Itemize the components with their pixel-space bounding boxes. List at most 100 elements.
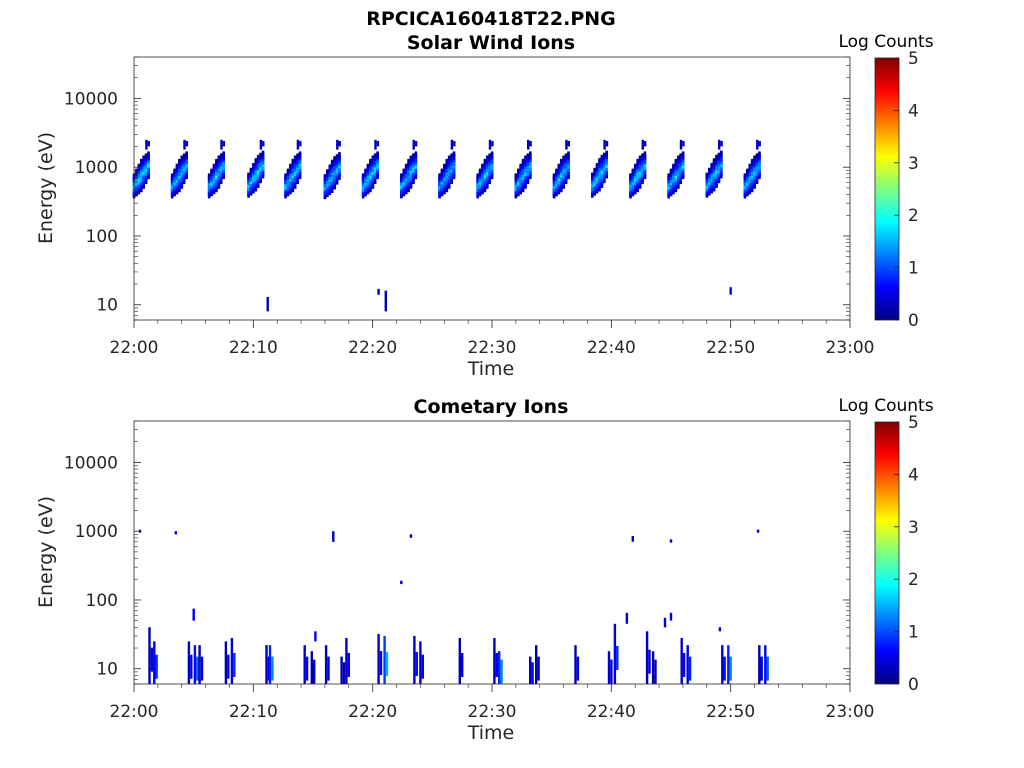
cluster-cell bbox=[335, 154, 339, 159]
cluster-cell bbox=[185, 151, 188, 156]
ion-bar bbox=[529, 656, 534, 684]
bar-cell bbox=[347, 653, 350, 677]
cluster-cell bbox=[412, 153, 415, 158]
cluster-cell bbox=[638, 155, 642, 160]
ion-bar bbox=[345, 638, 350, 684]
ion-cluster bbox=[552, 139, 570, 199]
cluster-cell bbox=[453, 141, 456, 147]
ion-bar bbox=[727, 645, 732, 684]
cometary-title: Cometary Ions bbox=[414, 396, 569, 418]
cluster-cell bbox=[524, 155, 527, 160]
cluster-cell bbox=[135, 168, 138, 173]
cluster-cell bbox=[147, 151, 150, 156]
cluster-cell bbox=[478, 168, 482, 173]
cluster-cell bbox=[284, 173, 287, 178]
bar-cell bbox=[271, 656, 274, 681]
bar-cell bbox=[535, 645, 538, 684]
isolated-pixel bbox=[669, 539, 673, 543]
cluster-cell bbox=[412, 139, 415, 150]
colorbar-tick-label: 0 bbox=[908, 311, 919, 331]
cluster-cell bbox=[672, 163, 675, 169]
cluster-cell bbox=[323, 174, 327, 179]
x-tick-label: 22:50 bbox=[706, 702, 755, 722]
cometary-colorbar: 0 1 2 3 4 5 bbox=[874, 413, 919, 695]
bar-cell bbox=[764, 645, 767, 684]
bar-cell bbox=[230, 638, 234, 684]
y-tick-label: 100 bbox=[86, 227, 118, 247]
cluster-cell bbox=[259, 139, 263, 150]
cluster-cell bbox=[527, 139, 530, 150]
x-tick-label: 22:00 bbox=[110, 702, 159, 722]
x-tick-label: 22:40 bbox=[587, 702, 636, 722]
bar-cell bbox=[495, 653, 498, 677]
ion-bar bbox=[535, 645, 540, 684]
cluster-cell bbox=[560, 158, 563, 164]
cluster-cell bbox=[529, 141, 532, 147]
y-tick-label: 1000 bbox=[75, 158, 118, 178]
bar-cell bbox=[150, 647, 154, 672]
cluster-cell bbox=[679, 139, 683, 150]
cluster-cell bbox=[486, 155, 489, 160]
solar-wind-colorbar: 0 1 2 3 4 5 bbox=[874, 49, 919, 331]
cluster-cell bbox=[718, 139, 721, 150]
bar-cell bbox=[413, 635, 416, 684]
bar-cell bbox=[415, 652, 418, 676]
cluster-cell bbox=[249, 167, 253, 173]
cluster-cell bbox=[605, 141, 609, 147]
cluster-cell bbox=[557, 163, 561, 169]
cluster-cell bbox=[564, 153, 568, 158]
bar-cell bbox=[198, 645, 201, 684]
bar-cell bbox=[613, 623, 617, 684]
cluster-cell bbox=[376, 141, 380, 147]
bar-cell bbox=[193, 645, 197, 684]
solar-wind-title: Solar Wind Ions bbox=[407, 32, 575, 54]
ion-bar bbox=[310, 651, 316, 684]
cluster-cell bbox=[567, 151, 570, 156]
isolated-pixel bbox=[314, 631, 317, 642]
colorbar-tick-label: 0 bbox=[908, 675, 919, 695]
cluster-cell bbox=[753, 155, 756, 160]
cluster-cell bbox=[483, 158, 487, 164]
ion-cluster bbox=[743, 139, 761, 199]
colorbar-tick-label: 2 bbox=[908, 570, 919, 590]
bar-cell bbox=[265, 645, 268, 684]
bar-cell bbox=[645, 631, 649, 684]
cluster-cell bbox=[598, 158, 601, 163]
cluster-cell bbox=[173, 168, 176, 173]
cluster-cell bbox=[333, 156, 336, 161]
colorbar-tick-label: 2 bbox=[908, 206, 919, 226]
x-tick-label: 23:00 bbox=[826, 338, 875, 358]
cluster-cell bbox=[210, 168, 213, 173]
ion-cluster bbox=[400, 139, 418, 199]
cometary-xlabel: Time bbox=[467, 722, 515, 744]
cluster-cell bbox=[681, 151, 685, 156]
colorbar-tick-label: 5 bbox=[908, 413, 919, 433]
ion-cluster bbox=[514, 139, 532, 199]
bar-cell bbox=[758, 645, 761, 684]
cluster-cell bbox=[170, 173, 174, 178]
cluster-cell bbox=[491, 141, 494, 147]
ion-cluster bbox=[438, 139, 456, 199]
cluster-cell bbox=[369, 158, 372, 164]
ion-bar bbox=[419, 641, 424, 684]
cluster-cell bbox=[364, 168, 367, 173]
cluster-cell bbox=[409, 155, 413, 160]
cluster-cell bbox=[222, 151, 225, 156]
cluster-cell bbox=[254, 158, 258, 163]
cluster-cell bbox=[261, 150, 265, 155]
cluster-cell bbox=[400, 173, 403, 178]
isolated-pixel bbox=[174, 531, 177, 535]
ion-bar bbox=[721, 645, 726, 684]
cluster-cell bbox=[600, 154, 604, 160]
bar-cell bbox=[493, 638, 496, 684]
cluster-cell bbox=[207, 173, 211, 178]
cluster-cell bbox=[490, 151, 494, 156]
isolated-pixel bbox=[409, 534, 413, 538]
cluster-cell bbox=[562, 155, 565, 160]
cluster-cell bbox=[715, 154, 718, 160]
cluster-cell bbox=[140, 158, 143, 164]
cluster-cell bbox=[682, 141, 685, 147]
bar-cell bbox=[310, 651, 313, 684]
cluster-cell bbox=[326, 169, 329, 174]
ion-bar bbox=[613, 623, 619, 684]
